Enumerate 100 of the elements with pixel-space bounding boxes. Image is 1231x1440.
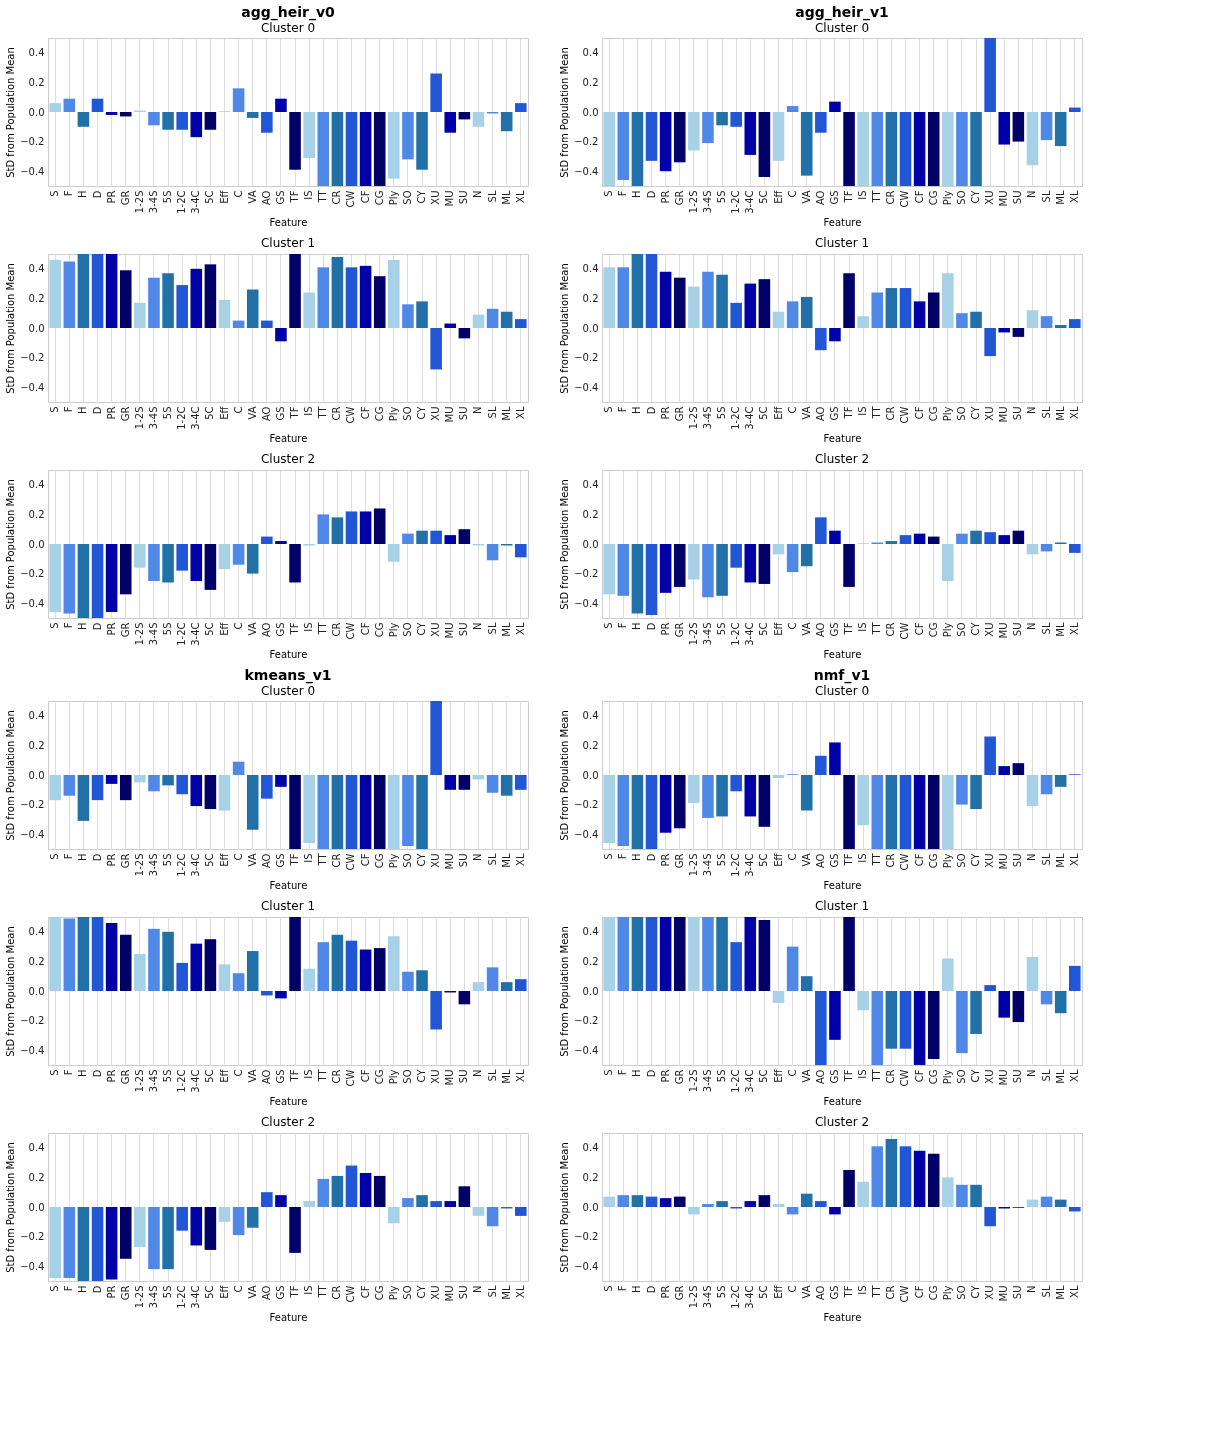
- bar: [998, 328, 1011, 333]
- bar: [317, 267, 330, 328]
- y-tick-label: 0.2: [28, 955, 45, 967]
- bar: [388, 1207, 400, 1224]
- x-tick-label: CW: [345, 853, 357, 871]
- bar: [730, 942, 742, 991]
- x-tick-label: ML: [500, 190, 512, 205]
- bar: [871, 1146, 884, 1207]
- x-tick-label: 3-4C: [744, 190, 756, 214]
- bar: [176, 112, 188, 130]
- x-tick-label: GR: [673, 190, 685, 206]
- x-tick-label: ML: [1054, 406, 1066, 421]
- bar: [359, 775, 372, 849]
- bar: [218, 1207, 231, 1222]
- y-tick-label: 0.2: [28, 1171, 45, 1183]
- bar: [857, 991, 869, 1011]
- bar: [119, 1207, 132, 1259]
- x-tick-label: MU: [444, 190, 456, 207]
- y-tick-label: −0.2: [574, 1015, 599, 1027]
- x-tick-label: IS: [303, 406, 315, 416]
- bar: [1012, 991, 1025, 1023]
- bar: [444, 1201, 457, 1207]
- x-tick-label: CW: [899, 622, 911, 640]
- bar: [942, 775, 954, 849]
- bar: [430, 991, 442, 1030]
- x-tick-label: TF: [843, 1069, 855, 1083]
- x-tick-label: SO: [401, 190, 413, 205]
- bar: [246, 544, 259, 574]
- x-tick-label: Eff: [772, 852, 784, 867]
- y-tick-label: 0.4: [28, 263, 45, 275]
- bar: [673, 544, 686, 587]
- bar: [603, 544, 615, 595]
- bar: [829, 530, 841, 544]
- bar: [317, 942, 330, 991]
- bar: [204, 544, 217, 590]
- x-tick-label: VA: [246, 622, 258, 636]
- x-tick-label: XU: [984, 853, 996, 868]
- bar: [984, 736, 996, 775]
- bar: [772, 311, 785, 328]
- bar: [289, 112, 301, 170]
- bar: [617, 1195, 630, 1207]
- chart-title: Cluster 1: [814, 236, 870, 250]
- y-tick-label: 0.0: [28, 322, 45, 334]
- x-tick-label: TT: [317, 852, 329, 867]
- bar: [232, 88, 245, 112]
- x-tick-label: F: [617, 1285, 629, 1292]
- x-tick-label: F: [617, 622, 629, 629]
- bar: [913, 112, 926, 186]
- y-tick-label: −0.4: [574, 828, 599, 840]
- x-tick-label: Eff: [218, 189, 230, 204]
- bar: [899, 535, 912, 544]
- x-tick-label: 5C: [204, 1285, 216, 1299]
- bar: [77, 775, 90, 821]
- bar: [956, 991, 968, 1054]
- bar: [659, 112, 672, 172]
- chart-subtitle: Cluster 0: [260, 684, 316, 698]
- y-axis-title: StD from Population Mean: [559, 263, 571, 394]
- bar: [786, 946, 799, 991]
- bar: [885, 541, 898, 544]
- bar: [303, 1201, 315, 1207]
- bar: [829, 991, 841, 1040]
- x-tick-label: 5C: [758, 853, 770, 867]
- bar: [204, 775, 217, 810]
- x-tick-label: 5C: [758, 190, 770, 204]
- bar: [91, 544, 104, 618]
- bar: [162, 931, 174, 991]
- x-tick-label: VA: [246, 190, 258, 204]
- x-tick-label: F: [63, 622, 75, 629]
- x-tick-label: CR: [885, 853, 897, 868]
- x-tick-label: XL: [1068, 406, 1080, 419]
- x-tick-label: N: [1026, 190, 1038, 198]
- y-tick-label: 0.4: [28, 1142, 45, 1154]
- bar: [843, 1170, 855, 1207]
- x-tick-label: XU: [430, 853, 442, 868]
- y-tick-label: −0.4: [20, 597, 45, 609]
- bar: [885, 288, 898, 328]
- x-tick-label: Eff: [218, 1068, 230, 1083]
- x-tick-label: 5S: [716, 622, 728, 636]
- x-tick-label: H: [631, 1069, 643, 1078]
- bar: [515, 103, 527, 112]
- x-tick-label: Ply: [941, 190, 953, 206]
- bar: [927, 991, 940, 1060]
- x-tick-label: GR: [119, 622, 131, 638]
- bar: [998, 112, 1011, 145]
- x-tick-label: GR: [673, 853, 685, 869]
- x-tick-label: CF: [359, 406, 371, 420]
- bar: [1054, 775, 1067, 787]
- x-tick-label: IS: [303, 1285, 315, 1295]
- bar: [331, 112, 344, 186]
- x-tick-label: PR: [105, 190, 117, 204]
- bar: [275, 328, 287, 342]
- bar: [190, 775, 203, 807]
- bar: [246, 1207, 259, 1228]
- x-tick-label: H: [631, 190, 643, 199]
- bar: [843, 273, 855, 328]
- x-tick-label: F: [63, 1285, 75, 1292]
- x-tick-label: 1-2S: [687, 622, 699, 646]
- bar: [913, 991, 926, 1065]
- x-tick-label: 5S: [716, 853, 728, 867]
- x-tick-label: 1-2C: [730, 622, 742, 646]
